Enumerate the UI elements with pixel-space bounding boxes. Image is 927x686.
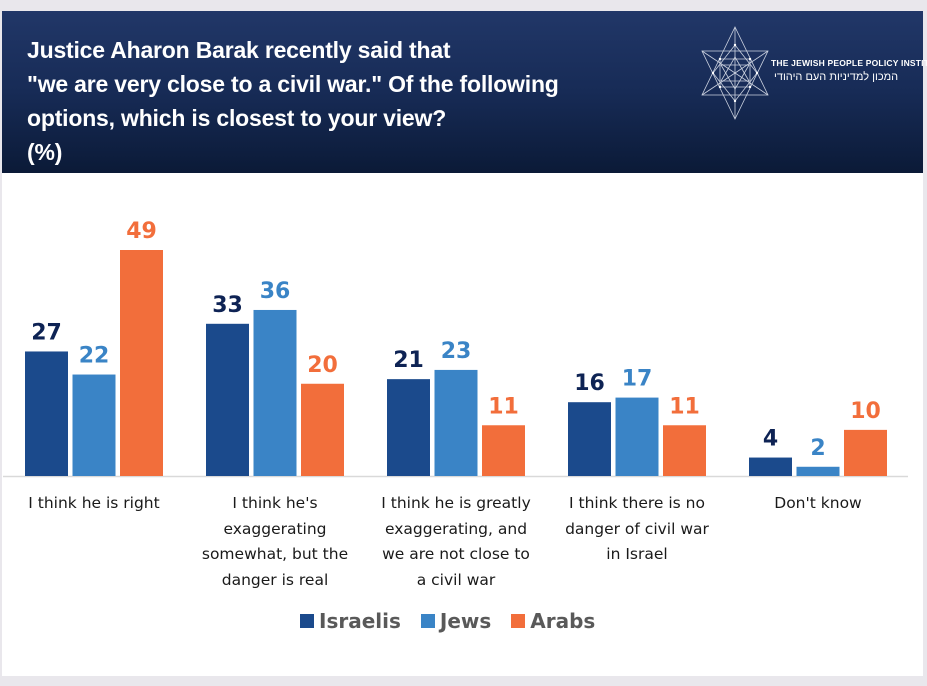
category-label-line: exaggerating [223, 519, 327, 538]
logo-name-english: THE JEWISH PEOPLE POLICY INSTITUTE [771, 58, 927, 68]
legend-item-arabs: Arabs [511, 609, 595, 633]
legend-label-jews: Jews [439, 609, 492, 633]
data-label-jews-3: 23 [441, 339, 472, 364]
legend-item-israelis: Israelis [300, 609, 401, 633]
category-label-line: I think he is greatly [381, 494, 531, 512]
legend-item-jews: Jews [420, 609, 492, 633]
category-label-line: somewhat, but the [201, 545, 349, 563]
category-label-line: we are not close to [382, 545, 530, 563]
bar-israelis-4 [568, 402, 611, 476]
bar-israelis-1 [25, 351, 68, 476]
data-label-arabs-5: 10 [850, 399, 881, 424]
data-label-israelis-4: 16 [574, 371, 605, 396]
bar-israelis-3 [387, 379, 430, 476]
bar-israelis-5 [749, 457, 792, 476]
category-label-line: in Israel [606, 545, 668, 563]
legend-swatch-arabs [511, 614, 526, 628]
bar-jews-3 [434, 369, 478, 476]
category-label-3: I think he is greatly exaggerating, and we… [368, 491, 544, 593]
logo-name-hebrew: המכון למדיניות העם היהודי [774, 71, 899, 83]
data-label-arabs-1: 49 [126, 219, 157, 244]
bar-jews-4 [615, 397, 659, 476]
title-line-2: "we are very close to a civil war." Of t… [27, 71, 559, 97]
bar-jews-1 [72, 374, 116, 476]
category-label-line: danger of civil war [565, 519, 709, 538]
chart-title: Justice Aharon Barak recently said that … [27, 33, 687, 169]
category-label-line: a civil war [416, 570, 496, 589]
category-label-2: I think he's exaggerating somewhat, but th… [187, 491, 363, 593]
jppi-logo: THE JEWISH PEOPLE POLICY INSTITUTE המכון… [695, 23, 927, 123]
category-label-line: Don't know [774, 494, 862, 512]
bar-arabs-1 [120, 250, 163, 476]
category-label-4: I think there is no danger of civil war in… [549, 491, 725, 568]
data-label-israelis-5: 4 [763, 427, 778, 452]
data-label-jews-5: 2 [810, 436, 825, 461]
category-label-line: I think there is no [569, 494, 705, 512]
data-label-arabs-3: 11 [488, 394, 519, 419]
legend: Israelis Jews Arabs [300, 606, 615, 636]
bar-arabs-4 [663, 425, 706, 476]
bar-arabs-2 [301, 383, 344, 476]
title-line-4: (%) [27, 139, 63, 165]
category-label-5: Don't know [730, 491, 906, 517]
data-label-jews-1: 22 [79, 344, 110, 369]
data-label-arabs-4: 11 [669, 394, 700, 419]
data-label-israelis-2: 33 [212, 293, 243, 318]
legend-swatch-israelis [300, 614, 314, 628]
legend-swatch-jews [420, 614, 435, 628]
category-label-line: I think he's [232, 494, 318, 512]
bar-israelis-2 [206, 323, 249, 476]
bar-jews-5 [796, 466, 840, 476]
legend-label-israelis: Israelis [319, 609, 401, 633]
data-label-jews-2: 36 [260, 279, 291, 304]
category-label-line: I think he is right [28, 494, 160, 512]
data-label-arabs-2: 20 [307, 353, 338, 378]
bar-arabs-3 [482, 425, 525, 476]
title-line-1: Justice Aharon Barak recently said that [27, 37, 451, 63]
header-banner: Justice Aharon Barak recently said that … [2, 11, 927, 173]
data-label-israelis-3: 21 [393, 348, 424, 373]
title-line-3: options, which is closest to your view? [27, 105, 447, 131]
legend-label-arabs: Arabs [530, 609, 596, 633]
category-label-line: exaggerating, and [384, 519, 528, 538]
bar-jews-2 [253, 309, 297, 476]
data-label-jews-4: 17 [622, 367, 653, 392]
data-label-israelis-1: 27 [31, 320, 62, 345]
bar-arabs-5 [844, 429, 887, 476]
star-of-david-icon [701, 26, 769, 120]
category-label-1: I think he is right [6, 491, 182, 517]
category-label-line: danger is real [221, 570, 329, 589]
slide: Justice Aharon Barak recently said that … [2, 11, 927, 676]
